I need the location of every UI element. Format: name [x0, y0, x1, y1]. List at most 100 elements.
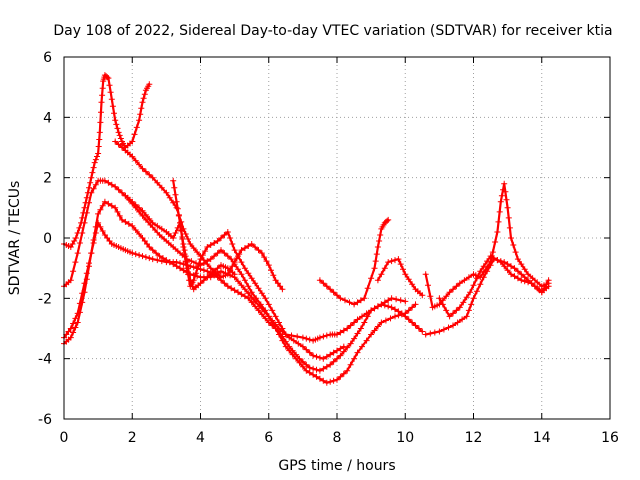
data-point-marker — [272, 313, 279, 320]
data-point-marker — [88, 189, 95, 196]
data-point-marker — [112, 183, 119, 190]
data-point-marker — [316, 277, 323, 284]
data-point-marker — [508, 263, 514, 270]
axis-ticks — [63, 56, 611, 420]
data-point-marker — [506, 224, 513, 231]
data-point-marker — [241, 245, 248, 252]
data-point-marker — [81, 204, 88, 211]
data-point-marker — [202, 248, 209, 255]
data-point-marker — [149, 247, 156, 254]
data-point-marker — [200, 277, 207, 284]
data-point-marker — [272, 325, 279, 332]
data-point-marker — [154, 179, 161, 186]
data-point-marker — [327, 361, 334, 368]
data-point-marker — [108, 96, 115, 103]
y-tick-label: 2 — [43, 171, 52, 187]
data-point-marker — [381, 302, 388, 309]
data-point-marker — [427, 330, 434, 337]
data-point-marker — [395, 256, 402, 263]
data-point-marker — [405, 316, 412, 323]
data-point-marker — [199, 252, 206, 259]
data-point-marker — [170, 235, 177, 241]
data-point-marker — [194, 273, 201, 280]
series-line — [376, 258, 424, 297]
data-point-marker — [261, 254, 268, 261]
data-point-marker — [484, 268, 491, 275]
data-point-marker — [76, 240, 83, 246]
data-point-marker — [132, 251, 139, 258]
data-point-marker — [385, 259, 392, 266]
data-point-marker — [105, 179, 112, 186]
data-point-marker — [310, 365, 317, 372]
data-point-marker — [170, 244, 177, 250]
data-point-marker — [371, 305, 378, 312]
x-axis-label: GPS time / hours — [278, 458, 395, 474]
data-point-marker — [518, 277, 525, 284]
data-point-marker — [392, 306, 398, 313]
data-point-marker — [94, 153, 100, 160]
data-point-marker — [412, 322, 419, 329]
data-point-marker — [179, 252, 186, 259]
data-point-marker — [374, 244, 381, 250]
data-point-marker — [70, 320, 77, 327]
data-point-marker — [190, 264, 197, 271]
y-tick-label: 4 — [43, 110, 52, 126]
data-point-marker — [494, 229, 501, 235]
data-point-marker — [252, 303, 259, 310]
data-point-marker — [440, 326, 447, 333]
data-point-marker — [231, 261, 238, 268]
data-point-marker — [347, 361, 354, 368]
data-point-marker — [106, 82, 113, 89]
data-point-marker — [180, 241, 187, 247]
data-point-marker — [489, 249, 496, 256]
data-point-marker — [270, 272, 277, 279]
data-point-marker — [409, 319, 416, 326]
data-point-marker — [79, 214, 86, 221]
data-point-marker — [175, 212, 182, 219]
data-point-marker — [306, 336, 313, 343]
data-point-marker — [463, 294, 470, 301]
data-point-marker — [97, 206, 104, 213]
data-point-marker — [147, 221, 154, 228]
data-point-marker — [129, 250, 136, 257]
data-point-marker — [214, 265, 221, 272]
data-point-marker — [323, 353, 330, 360]
data-point-marker — [263, 258, 270, 265]
data-point-marker — [158, 184, 165, 191]
data-point-marker — [119, 216, 125, 223]
data-point-marker — [337, 373, 344, 380]
series-track-5 — [122, 192, 419, 386]
data-point-marker — [395, 308, 402, 315]
data-point-marker — [541, 285, 547, 292]
data-point-marker — [377, 232, 384, 238]
data-point-marker — [241, 293, 248, 300]
data-point-marker — [70, 329, 77, 336]
data-point-marker — [528, 280, 535, 287]
data-point-marker — [114, 208, 121, 215]
data-point-marker — [245, 270, 252, 277]
data-point-marker — [224, 253, 231, 260]
data-point-marker — [279, 333, 286, 340]
data-point-marker — [179, 234, 186, 240]
data-point-marker — [227, 235, 234, 241]
data-point-marker — [361, 295, 368, 302]
data-point-marker — [456, 304, 463, 311]
data-point-marker — [74, 319, 81, 326]
x-tick-label: 12 — [465, 430, 483, 446]
data-point-marker — [497, 198, 504, 205]
data-point-marker — [303, 335, 310, 342]
data-point-marker — [445, 324, 452, 331]
data-point-marker — [470, 282, 477, 289]
data-point-marker — [397, 297, 404, 304]
data-point-marker — [253, 295, 260, 302]
data-point-marker — [320, 333, 327, 340]
data-point-marker — [378, 319, 385, 326]
data-point-marker — [340, 327, 347, 334]
data-point-marker — [501, 263, 508, 270]
data-point-marker — [235, 289, 241, 296]
data-point-marker — [376, 238, 383, 244]
data-point-marker — [374, 277, 381, 284]
x-tick-label: 2 — [128, 430, 137, 446]
data-point-marker — [245, 283, 252, 290]
data-point-marker — [170, 199, 177, 206]
